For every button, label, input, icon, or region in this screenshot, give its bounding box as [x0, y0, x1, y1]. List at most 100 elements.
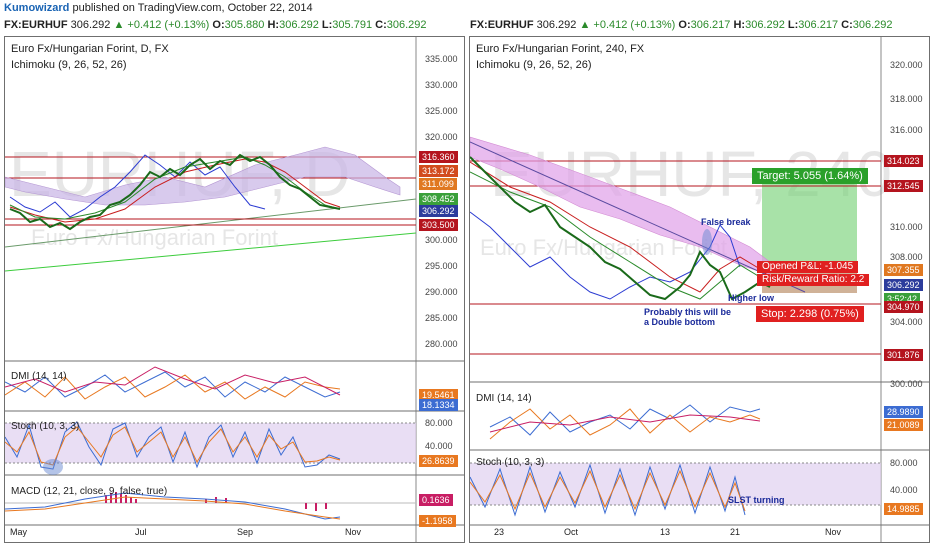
left-chart-panel[interactable]: EURHUF, D Euro Fx/Hungarian Forint 335.0…	[4, 36, 465, 543]
publish-header: Kumowizard published on TradingView.com,…	[0, 0, 932, 18]
left-macd-label[interactable]: MACD (12, 21, close, 9, false, true)	[11, 486, 168, 497]
left-close: 306.292	[386, 19, 427, 31]
left-time-label-4: Nov	[345, 527, 362, 537]
right-price-tag-3: 307.355	[884, 264, 923, 276]
higher-low-annotation: Higher low	[728, 293, 775, 303]
svg-text:316.000: 316.000	[890, 125, 923, 135]
left-indicator-label[interactable]: Ichimoku (9, 26, 52, 26)	[11, 59, 127, 71]
right-change: ▲ +0.412 (+0.13%)	[579, 19, 676, 31]
right-time-label-1: 23	[494, 527, 505, 537]
right-dmi-tag-2: 21.0089	[884, 419, 923, 431]
target-box[interactable]: Target: 5.055 (1.64%)	[752, 168, 868, 184]
svg-text:320.000: 320.000	[425, 132, 458, 142]
right-stoch-label[interactable]: Stoch (10, 3, 3)	[476, 457, 545, 468]
right-open: 306.217	[690, 19, 731, 31]
svg-text:300.000: 300.000	[890, 379, 923, 389]
svg-text:40.000: 40.000	[425, 441, 453, 451]
left-price-tag-2: 313.172	[419, 165, 458, 177]
svg-text:300.000: 300.000	[425, 235, 458, 245]
left-last-price: 306.292	[70, 19, 111, 31]
right-indicator-label[interactable]: Ichimoku (9, 26, 52, 26)	[476, 59, 592, 71]
left-price-tag-4: 308.452	[419, 193, 458, 205]
right-chart-panel[interactable]: EURHUF, 240 Euro Fx/Hungarian Forint 320…	[469, 36, 930, 543]
left-time-label-3: Sep	[237, 527, 254, 537]
right-chart-svg: 320.000 318.000 316.000 310.000 308.000 …	[470, 37, 929, 542]
right-open-label: O:	[678, 19, 691, 31]
left-price-axis: 335.000 330.000 325.000 320.000 300.000 …	[425, 54, 458, 349]
left-symbol-header: FX:EURHUF 306.292 ▲ +0.412 (+0.13%) O:30…	[4, 17, 427, 33]
svg-text:285.000: 285.000	[425, 313, 458, 323]
left-chart-svg: 335.000 330.000 325.000 320.000 300.000 …	[5, 37, 464, 542]
svg-text:330.000: 330.000	[425, 80, 458, 90]
double-bottom-annotation-1: Probably this will be	[644, 307, 732, 317]
right-time-label-4: 21	[730, 527, 741, 537]
left-change: ▲ +0.412 (+0.13%)	[113, 19, 210, 31]
double-bottom-annotation-2: a Double bottom	[644, 317, 715, 327]
slst-annotation: SLST turning	[728, 495, 785, 505]
false-break-annotation: False break	[701, 217, 751, 227]
svg-text:80.000: 80.000	[425, 418, 453, 428]
right-high: 306.292	[745, 19, 785, 31]
publish-info: published on TradingView.com, October 22…	[69, 2, 313, 14]
svg-text:335.000: 335.000	[425, 54, 458, 64]
left-open: 305.880	[224, 19, 265, 31]
opened-pl-box[interactable]: Opened P&L: -1.045	[757, 261, 859, 273]
right-symbol-header: FX:EURHUF 306.292 ▲ +0.412 (+0.13%) O:30…	[470, 17, 893, 33]
right-price-tag-2: 312.545	[884, 180, 923, 192]
right-close-label: C:	[841, 19, 853, 31]
right-dmi-tag-1: 28.9890	[884, 406, 923, 418]
svg-text:295.000: 295.000	[425, 261, 458, 271]
right-price-tag-7: 301.876	[884, 349, 923, 361]
left-chart-title: Euro Fx/Hungarian Forint, D, FX	[11, 43, 169, 55]
rr-ratio-box[interactable]: Risk/Reward Ratio: 2.2	[757, 274, 870, 286]
left-symbol[interactable]: FX:EURHUF	[4, 19, 68, 31]
svg-text:310.000: 310.000	[890, 222, 923, 232]
svg-text:308.000: 308.000	[890, 252, 923, 262]
right-price-tag-1: 314.023	[884, 155, 923, 167]
left-stoch-label[interactable]: Stoch (10, 3, 3)	[11, 421, 80, 432]
svg-text:318.000: 318.000	[890, 94, 923, 104]
left-time-label-1: May	[10, 527, 28, 537]
right-time-label-5: Nov	[825, 527, 842, 537]
left-price-tag-3: 311.099	[419, 178, 457, 190]
svg-text:280.000: 280.000	[425, 339, 458, 349]
left-low-label: L:	[321, 19, 333, 31]
stop-box[interactable]: Stop: 2.298 (0.75%)	[756, 306, 864, 322]
right-low: 306.217	[798, 19, 839, 31]
right-time-label-3: 13	[660, 527, 671, 537]
right-chart-title: Euro Fx/Hungarian Forint, 240, FX	[476, 43, 645, 55]
left-time-label-2: Jul	[135, 527, 147, 537]
right-low-label: L:	[787, 19, 799, 31]
right-price-tag-6: 304.970	[884, 301, 923, 313]
left-price-tag-5: 306.292	[419, 205, 458, 217]
right-price-tag-4: 306.292	[884, 279, 923, 291]
left-stoch-tag: 26.8639	[419, 455, 458, 467]
left-dmi-label[interactable]: DMI (14, 14)	[11, 371, 67, 382]
right-high-label: H:	[733, 19, 746, 31]
left-dmi-tag-2: 18.1334	[419, 399, 458, 411]
svg-text:290.000: 290.000	[425, 287, 458, 297]
author-link[interactable]: Kumowizard	[4, 2, 70, 14]
left-close-label: C:	[375, 19, 387, 31]
left-price-tag-1: 316.360	[419, 151, 458, 163]
left-low: 305.791	[332, 19, 373, 31]
left-open-label: O:	[212, 19, 225, 31]
left-macd-tag-1: 0.1636	[419, 494, 453, 506]
right-time-label-2: Oct	[564, 527, 579, 537]
svg-text:80.000: 80.000	[890, 458, 918, 468]
right-dmi-label[interactable]: DMI (14, 14)	[476, 393, 532, 404]
left-price-tag-6: 303.500	[419, 219, 458, 231]
left-high-label: H:	[267, 19, 280, 31]
left-high: 306.292	[279, 19, 319, 31]
svg-text:40.000: 40.000	[890, 485, 918, 495]
left-dmi-tag-1: 19.5461	[419, 389, 458, 401]
svg-text:320.000: 320.000	[890, 60, 923, 70]
right-close: 306.292	[852, 19, 893, 31]
right-price-axis: 320.000 318.000 316.000 310.000 308.000 …	[890, 60, 923, 389]
svg-text:325.000: 325.000	[425, 106, 458, 116]
left-macd-tag-2: -1.1958	[419, 515, 456, 527]
right-stoch-tag: 14.9885	[884, 503, 923, 515]
svg-text:304.000: 304.000	[890, 317, 923, 327]
right-symbol[interactable]: FX:EURHUF	[470, 19, 534, 31]
right-last-price: 306.292	[536, 19, 577, 31]
